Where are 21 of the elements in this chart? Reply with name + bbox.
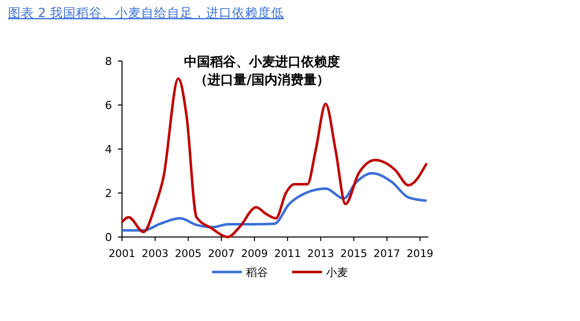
x-tick-label: 2005	[174, 248, 202, 260]
x-tick-label: 2011	[274, 248, 301, 260]
x-tick-label: 2019	[406, 248, 434, 260]
text: 图表 2 我国稻谷、小麦自给自足，进口依赖度低	[8, 5, 284, 20]
x-tick-label: 2009	[241, 248, 268, 260]
y-tick-label: 0	[105, 231, 112, 244]
line-series	[120, 172, 428, 232]
x-tick-label: 2017	[374, 248, 400, 260]
x-tick-label: 2007	[208, 248, 235, 260]
y-tick-label: 6	[105, 99, 112, 112]
x-tick-label: 2001	[108, 248, 136, 260]
x-tick-label: 2013	[307, 248, 334, 260]
legend-label: 稻谷	[246, 266, 268, 279]
y-tick-label: 8	[105, 55, 112, 68]
y-tick-label: 2	[105, 187, 112, 200]
text: （进口量/国内消费量）	[194, 73, 330, 88]
y-tick-label: 4	[105, 143, 112, 156]
x-tick-label: 2003	[142, 248, 168, 260]
x-tick-label: 2015	[340, 248, 368, 260]
legend-label: 小麦	[326, 266, 348, 279]
chart-title: 中国稻谷、小麦进口依赖度	[184, 54, 340, 70]
